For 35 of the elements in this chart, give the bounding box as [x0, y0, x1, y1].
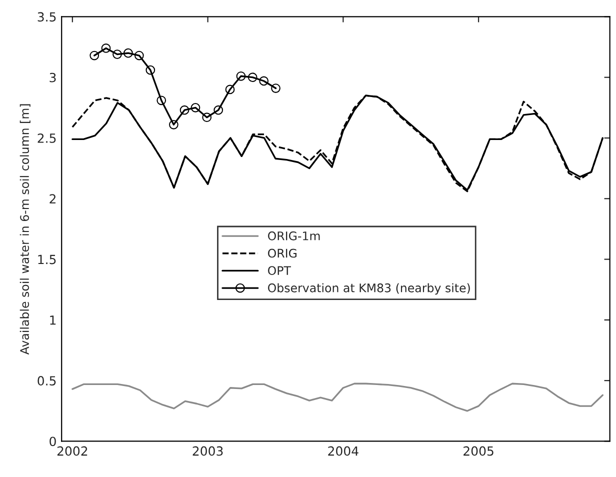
point [134, 50, 144, 60]
legend-label: ORIG [268, 248, 296, 258]
point [156, 96, 166, 106]
point [124, 48, 133, 58]
point [112, 50, 122, 59]
y-tick-label: 2 [50, 194, 56, 204]
x-tick-label: 2004 [328, 446, 358, 456]
point [169, 120, 178, 130]
x-tick-label: 2003 [192, 446, 223, 456]
y-tick-label: 1 [50, 316, 56, 325]
x-tick-label: 2002 [57, 446, 88, 456]
y-tick-label: 3.5 [38, 12, 56, 22]
y-tick-label: 3 [50, 72, 56, 82]
point [225, 84, 235, 94]
point [236, 71, 246, 81]
point [101, 44, 111, 53]
point [259, 76, 269, 86]
y-tick-label: 0 [50, 436, 56, 446]
y-tick-label: 1.5 [38, 254, 56, 264]
legend-label: OPT [268, 266, 291, 276]
y-tick-label: 0.5 [38, 376, 56, 386]
line-series [72, 382, 604, 412]
point [146, 65, 156, 75]
point [214, 105, 224, 115]
point [248, 72, 258, 82]
point [190, 102, 200, 112]
point [90, 50, 100, 60]
y-axis-title: Available soil water in 6-m soil column [m] [20, 104, 30, 355]
x-tick-label: 2005 [464, 446, 494, 456]
point [202, 112, 212, 122]
y-tick-label: 2.5 [38, 133, 56, 143]
legend-label: ORIG-1m [268, 231, 320, 240]
point [180, 105, 190, 115]
point [271, 84, 280, 93]
legend-label: Observation at KM83 (nearby site) [268, 283, 470, 295]
